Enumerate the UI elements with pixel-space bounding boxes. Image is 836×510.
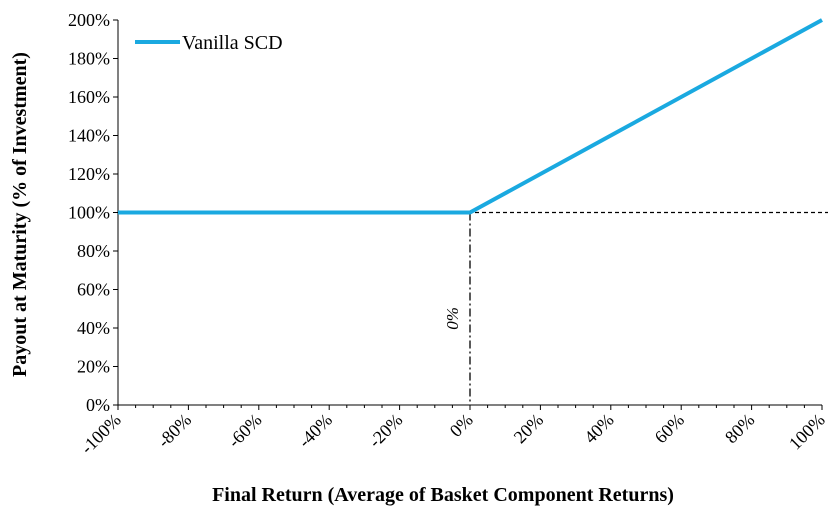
- x-tick-label: -20%: [365, 410, 407, 452]
- series-line-vanilla-scd: [118, 18, 823, 215]
- x-tick-label: 40%: [580, 410, 617, 447]
- y-tick-label: 40%: [77, 318, 110, 338]
- y-tick-label: 0%: [86, 395, 110, 415]
- y-tick-label: 120%: [68, 164, 110, 184]
- y-tick-label: 80%: [77, 241, 110, 261]
- x-tick-label: -100%: [77, 410, 125, 458]
- legend-label-vanilla-scd: Vanilla SCD: [182, 32, 283, 54]
- y-axis-title: Payout at Maturity (% of Investment): [9, 52, 31, 377]
- x-tick-label: 60%: [651, 410, 688, 447]
- x-tick-label: 20%: [510, 410, 547, 447]
- annotations: 0%: [443, 307, 462, 330]
- y-tick-label: 100%: [68, 203, 110, 223]
- y-tick-label: 180%: [68, 49, 110, 69]
- y-tick-label: 200%: [68, 10, 110, 30]
- x-tick-label: -80%: [154, 410, 196, 452]
- x-tick-label: 0%: [446, 410, 477, 441]
- reference-lines: [118, 211, 828, 405]
- series-layer: [118, 18, 823, 215]
- x-tick-label: 80%: [721, 410, 758, 447]
- y-tick-label: 140%: [68, 126, 110, 146]
- y-tick-label: 160%: [68, 87, 110, 107]
- legend: Vanilla SCD: [135, 32, 283, 54]
- x-tick-label: -60%: [224, 410, 266, 452]
- y-ticks: 0% 20% 40% 60% 80% 100% 120% 140% 160% 180% 200%: [68, 10, 118, 415]
- y-tick-label: 60%: [77, 280, 110, 300]
- x-ticks: -100% -80% -60% -40% -20% 0% 20% 40% 60% 80% 100%: [77, 405, 829, 458]
- annotation-zero-percent: 0%: [443, 307, 462, 330]
- y-tick-label: 20%: [77, 357, 110, 377]
- x-tick-label: -40%: [294, 410, 336, 452]
- x-tick-label: 100%: [785, 410, 829, 454]
- x-axis-title: Final Return (Average of Basket Componen…: [212, 484, 674, 506]
